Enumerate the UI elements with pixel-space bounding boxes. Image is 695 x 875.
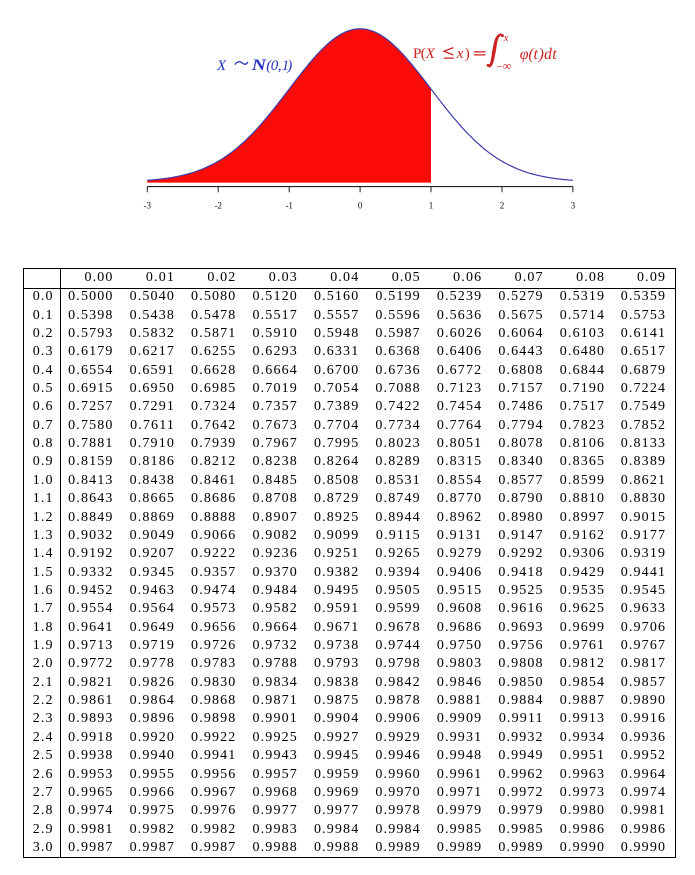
- svg-text:x: x: [503, 32, 509, 44]
- svg-text:P(Xx): P(X x): [413, 45, 470, 62]
- svg-text:φ(t)dt: φ(t)dt: [520, 46, 557, 63]
- svg-text:N: N: [251, 56, 268, 73]
- svg-text:-3: -3: [144, 201, 152, 211]
- svg-text:0: 0: [358, 201, 363, 211]
- svg-text:2: 2: [500, 201, 505, 211]
- svg-text:-1: -1: [285, 201, 293, 211]
- svg-text:3: 3: [571, 201, 576, 211]
- svg-text:-2: -2: [214, 201, 222, 211]
- svg-text:∞: ∞: [503, 59, 512, 73]
- svg-text:1: 1: [429, 201, 434, 211]
- svg-text:−: −: [496, 61, 502, 73]
